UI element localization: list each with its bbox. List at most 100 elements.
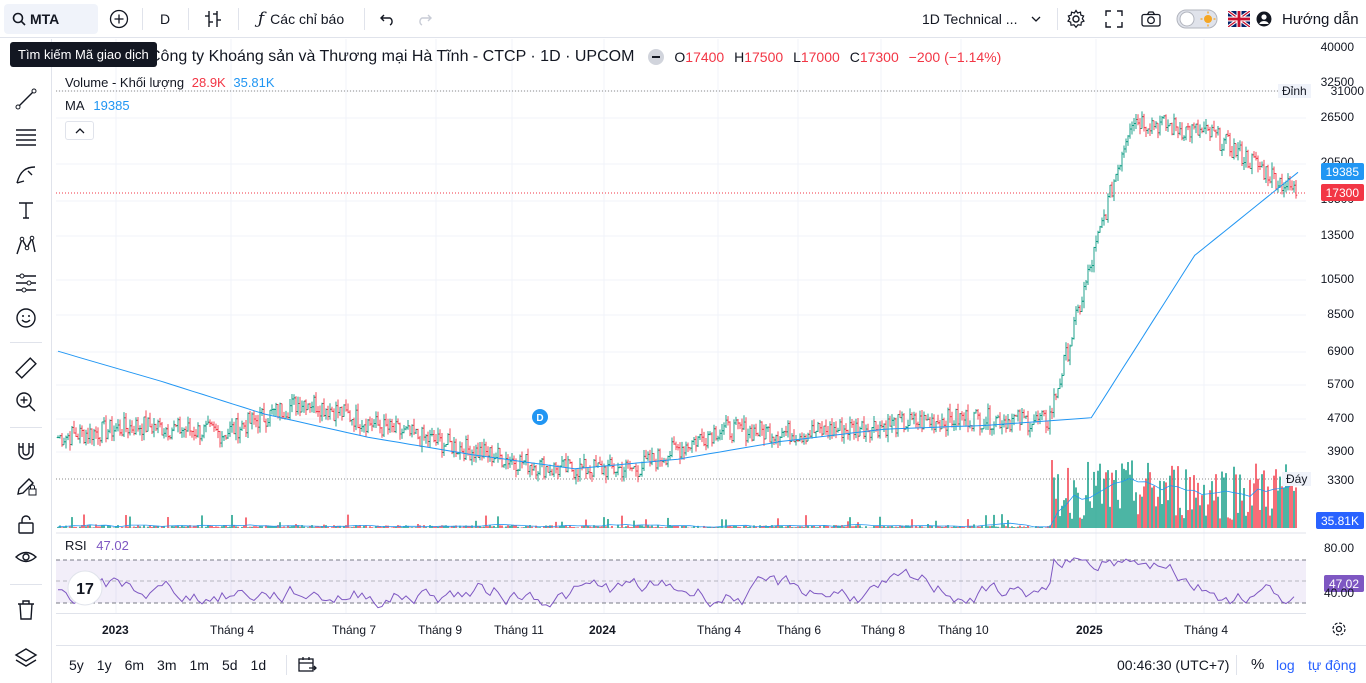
lock-all-tool[interactable] bbox=[11, 509, 41, 539]
price-axis[interactable]: 40000 32500 26500 20500 16500 13500 1050… bbox=[1306, 39, 1366, 613]
language-button[interactable] bbox=[1226, 4, 1252, 34]
volume-bar bbox=[1235, 474, 1237, 528]
clock[interactable]: 00:46:30 (UTC+7) bbox=[1117, 656, 1230, 673]
guide-button[interactable]: Hướng dẫn bbox=[1256, 4, 1364, 34]
volume-bar bbox=[217, 526, 219, 528]
volume-bar bbox=[95, 524, 97, 528]
volume-bar bbox=[705, 527, 707, 528]
range-5y[interactable]: 5y bbox=[69, 656, 84, 673]
rsi-legend[interactable]: RSI 47.02 bbox=[65, 538, 129, 553]
volume-bar bbox=[857, 522, 859, 528]
volume-bar bbox=[961, 526, 963, 528]
compare-add-button[interactable] bbox=[104, 4, 134, 34]
lock-drawing-tool[interactable] bbox=[11, 471, 41, 501]
range-1y[interactable]: 1y bbox=[96, 656, 112, 673]
legend-minus-icon[interactable] bbox=[648, 49, 665, 65]
prediction-tool[interactable] bbox=[11, 268, 41, 298]
redo-button[interactable] bbox=[410, 4, 440, 34]
volume-bar bbox=[193, 525, 195, 528]
auto-scale-button[interactable]: tự động bbox=[1308, 656, 1357, 673]
tradingview-logo[interactable]: 17 bbox=[67, 570, 103, 606]
time-axis[interactable]: 2023 Tháng 4 Tháng 7 Tháng 9 Tháng 11 20… bbox=[56, 613, 1306, 643]
axis-settings-button[interactable] bbox=[1331, 621, 1347, 642]
interval-button[interactable]: D bbox=[159, 11, 171, 27]
indicators-button[interactable]: ƒ Các chỉ báo bbox=[246, 4, 356, 34]
price-bar bbox=[1216, 125, 1220, 136]
price-bar bbox=[66, 433, 70, 441]
trendline-tool[interactable] bbox=[11, 84, 41, 114]
price-bar bbox=[606, 459, 610, 480]
top-toolbar: MTA D ƒ Các chỉ báo 1D Technical ... Hướ bbox=[0, 0, 1366, 38]
volume-bar bbox=[751, 527, 753, 528]
hide-drawings-tool[interactable] bbox=[11, 542, 41, 572]
ruler-tool[interactable] bbox=[11, 353, 41, 383]
indicators-label: Các chỉ báo bbox=[270, 11, 345, 27]
goto-date-button[interactable] bbox=[297, 656, 318, 674]
price-bar bbox=[1006, 414, 1010, 429]
price-bar bbox=[74, 427, 78, 437]
volume-bar bbox=[683, 525, 685, 528]
volume-bar bbox=[299, 526, 301, 528]
price-chart[interactable]: D 17 bbox=[56, 39, 1306, 613]
theme-toggle[interactable] bbox=[1174, 4, 1220, 34]
undo-icon bbox=[380, 14, 393, 26]
volume-bar bbox=[569, 525, 571, 528]
price-bar bbox=[528, 465, 532, 478]
price-bar bbox=[1136, 114, 1140, 126]
percent-scale-button[interactable]: % bbox=[1251, 656, 1265, 673]
fullscreen-button[interactable] bbox=[1099, 4, 1129, 34]
snapshot-button[interactable] bbox=[1136, 4, 1166, 34]
price-bar bbox=[1242, 156, 1246, 170]
remove-drawings-tool[interactable] bbox=[11, 595, 41, 625]
price-bar bbox=[90, 428, 94, 445]
dividend-marker[interactable] bbox=[532, 409, 548, 425]
collapse-legend-button[interactable] bbox=[65, 121, 94, 140]
fib-tool[interactable] bbox=[11, 122, 41, 152]
chart-type-button[interactable] bbox=[198, 4, 228, 34]
volume-bar bbox=[589, 526, 591, 528]
range-1m[interactable]: 1m bbox=[189, 656, 209, 673]
volume-bar bbox=[1291, 473, 1293, 528]
ma-legend[interactable]: MA 19385 bbox=[65, 98, 130, 113]
object-tree-tool[interactable] bbox=[11, 643, 41, 673]
volume-legend[interactable]: Volume - Khối lượng 28.9K 35.81K bbox=[65, 75, 275, 90]
symbol-search-button[interactable]: MTA bbox=[4, 4, 98, 34]
chart-pane[interactable]: D 17 bbox=[56, 39, 1306, 613]
price-bar bbox=[220, 431, 224, 448]
volume-bar bbox=[271, 526, 273, 528]
price-bar bbox=[784, 425, 788, 437]
volume-bar bbox=[555, 521, 557, 528]
volume-bar bbox=[1117, 499, 1119, 528]
price-bar bbox=[1208, 126, 1212, 141]
price-bar bbox=[604, 465, 608, 484]
volume-bar bbox=[1153, 485, 1155, 528]
price-bar bbox=[1164, 114, 1168, 131]
volume-bar bbox=[967, 519, 969, 528]
volume-bar bbox=[1201, 495, 1203, 528]
zoom-tool[interactable] bbox=[11, 387, 41, 417]
volume-bar bbox=[1039, 526, 1041, 528]
price-bar bbox=[206, 415, 210, 425]
volume-bar bbox=[237, 526, 239, 528]
range-5d[interactable]: 5d bbox=[221, 656, 238, 673]
volume-bar bbox=[101, 525, 103, 528]
price-bar bbox=[890, 414, 894, 433]
volume-bar bbox=[375, 526, 377, 528]
price-bar bbox=[296, 396, 300, 415]
brush-tool[interactable] bbox=[11, 160, 41, 190]
text-tool[interactable] bbox=[11, 195, 41, 225]
range-1d[interactable]: 1d bbox=[250, 656, 267, 673]
emoji-tool[interactable] bbox=[11, 303, 41, 333]
volume-bar bbox=[411, 527, 413, 528]
pattern-tool[interactable] bbox=[11, 231, 41, 261]
volume-bar bbox=[921, 526, 923, 528]
price-bar bbox=[1184, 126, 1188, 141]
layout-name: 1D Technical ... bbox=[922, 11, 1018, 27]
range-3m[interactable]: 3m bbox=[157, 656, 177, 673]
magnet-tool[interactable] bbox=[11, 436, 41, 466]
range-6m[interactable]: 6m bbox=[124, 656, 145, 673]
settings-button[interactable] bbox=[1061, 4, 1091, 34]
layout-menu-button[interactable]: 1D Technical ... bbox=[916, 4, 1051, 34]
undo-button[interactable] bbox=[372, 4, 402, 34]
log-scale-button[interactable]: log bbox=[1276, 656, 1295, 673]
